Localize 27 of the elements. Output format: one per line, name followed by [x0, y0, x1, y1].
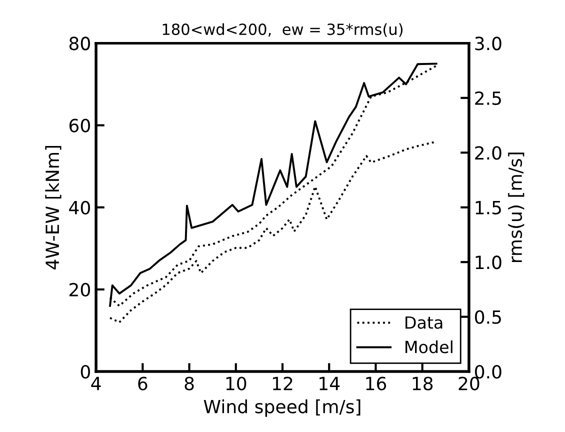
legend-label: Model — [406, 340, 452, 354]
y2-tick-label: 3.0 — [475, 36, 502, 50]
y2-tick-label: 2.0 — [475, 146, 502, 160]
y2-tick-label: 1.5 — [476, 201, 501, 214]
y2-tick-label: 0.0 — [475, 364, 502, 379]
legend-label: Data — [406, 316, 442, 329]
y2-tick-label: 2.5 — [475, 91, 501, 106]
y-tick-label: 0 — [80, 364, 90, 379]
chart-title: 180<wd<200, ew = 35*rms(u) — [162, 23, 403, 37]
y2-tick-label: 0.5 — [475, 310, 501, 324]
x-tick-label: 6 — [138, 376, 148, 390]
x-axis-title: Wind speed [m/s] — [204, 399, 360, 417]
x-tick-label: 14 — [320, 376, 340, 390]
x-tick-label: 16 — [366, 376, 386, 390]
y2-axis-title: rms(u) [m/s] — [508, 152, 524, 262]
y-tick-label: 20 — [70, 282, 90, 297]
y-tick-label: 60 — [69, 118, 90, 132]
x-tick-label: 12 — [272, 376, 292, 390]
x-tick-label: 8 — [184, 376, 194, 390]
x-tick-label: 4 — [91, 376, 101, 390]
x-tick-label: 18 — [412, 376, 433, 390]
y-axis-title: 4W-EW [kNm] — [45, 146, 62, 270]
x-tick-label: 10 — [226, 376, 246, 390]
y-tick-label: 40 — [69, 200, 90, 214]
y-tick-label: 80 — [69, 36, 90, 50]
x-tick-label: 20 — [458, 376, 480, 390]
y2-tick-label: 1.0 — [476, 256, 502, 270]
